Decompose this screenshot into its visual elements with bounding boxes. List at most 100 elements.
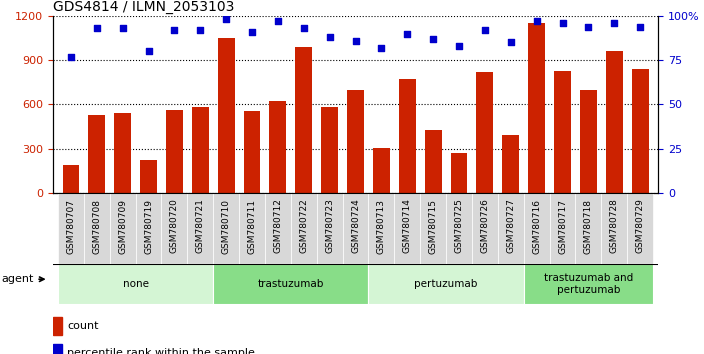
Point [91,25,102,31]
Bar [192,107,208,193]
FancyBboxPatch shape [110,193,136,264]
Bar [528,23,545,193]
Bar [63,165,80,193]
Bar [580,90,597,193]
Bar [53,317,62,335]
Point [272,18,284,24]
Bar [373,148,390,193]
Text: GSM780715: GSM780715 [429,199,438,253]
Point [324,34,335,40]
Point [609,20,620,26]
Bar [631,69,648,193]
Point [117,25,128,31]
Point [402,31,413,36]
Bar [554,70,571,193]
Text: GSM780716: GSM780716 [532,199,541,253]
Text: GSM780718: GSM780718 [584,199,593,253]
Text: GSM780712: GSM780712 [273,199,282,253]
Bar [425,130,441,193]
Text: GSM780709: GSM780709 [118,199,127,253]
FancyBboxPatch shape [58,193,84,264]
Bar [270,101,287,193]
FancyBboxPatch shape [524,193,550,264]
FancyBboxPatch shape [343,193,368,264]
Text: GSM780727: GSM780727 [506,199,515,253]
Bar [503,135,519,193]
Text: GSM780710: GSM780710 [222,199,231,253]
Point [169,27,180,33]
Text: GSM780726: GSM780726 [480,199,489,253]
Text: agent: agent [1,274,44,284]
Bar [244,111,260,193]
Text: GSM780723: GSM780723 [325,199,334,253]
FancyBboxPatch shape [601,193,627,264]
FancyBboxPatch shape [187,193,213,264]
FancyBboxPatch shape [58,264,213,304]
FancyBboxPatch shape [213,264,368,304]
Point [376,45,387,51]
Point [557,20,568,26]
FancyBboxPatch shape [291,193,317,264]
Bar [321,107,338,193]
Point [350,38,361,44]
FancyBboxPatch shape [265,193,291,264]
Bar [218,38,234,193]
Point [453,43,465,49]
FancyBboxPatch shape [368,264,524,304]
Point [531,18,542,24]
Point [143,48,154,54]
FancyBboxPatch shape [420,193,446,264]
FancyBboxPatch shape [161,193,187,264]
Text: trastuzumab: trastuzumab [258,279,324,289]
FancyBboxPatch shape [524,264,653,304]
Point [505,40,517,45]
Text: GSM780708: GSM780708 [92,199,101,253]
Point [634,24,646,29]
Text: GDS4814 / ILMN_2053103: GDS4814 / ILMN_2053103 [53,0,234,13]
Bar [53,344,62,354]
Text: pertuzumab: pertuzumab [415,279,478,289]
Text: GSM780713: GSM780713 [377,199,386,253]
Bar [347,90,364,193]
FancyBboxPatch shape [84,193,110,264]
FancyBboxPatch shape [498,193,524,264]
Bar [399,79,415,193]
Bar [89,115,105,193]
Text: percentile rank within the sample: percentile rank within the sample [68,348,256,354]
FancyBboxPatch shape [575,193,601,264]
Point [246,29,258,35]
Bar [606,51,622,193]
Point [583,24,594,29]
Text: GSM780728: GSM780728 [610,199,619,253]
FancyBboxPatch shape [213,193,239,264]
Bar [296,47,312,193]
Bar [166,110,183,193]
FancyBboxPatch shape [317,193,343,264]
Bar [477,72,494,193]
Bar [451,153,467,193]
Text: GSM780722: GSM780722 [299,199,308,253]
FancyBboxPatch shape [472,193,498,264]
Text: GSM780721: GSM780721 [196,199,205,253]
Text: GSM780720: GSM780720 [170,199,179,253]
Text: GSM780729: GSM780729 [636,199,645,253]
Point [427,36,439,42]
Text: none: none [122,279,149,289]
Text: GSM780719: GSM780719 [144,199,153,253]
Point [65,54,77,59]
Text: GSM780714: GSM780714 [403,199,412,253]
FancyBboxPatch shape [239,193,265,264]
Text: GSM780724: GSM780724 [351,199,360,253]
FancyBboxPatch shape [136,193,161,264]
FancyBboxPatch shape [550,193,575,264]
Text: GSM780711: GSM780711 [248,199,256,253]
Text: trastuzumab and
pertuzumab: trastuzumab and pertuzumab [543,273,633,295]
Bar [114,113,131,193]
Point [220,17,232,22]
Text: GSM780707: GSM780707 [66,199,75,253]
Text: GSM780717: GSM780717 [558,199,567,253]
Text: count: count [68,321,99,331]
FancyBboxPatch shape [627,193,653,264]
FancyBboxPatch shape [446,193,472,264]
Bar [140,160,157,193]
